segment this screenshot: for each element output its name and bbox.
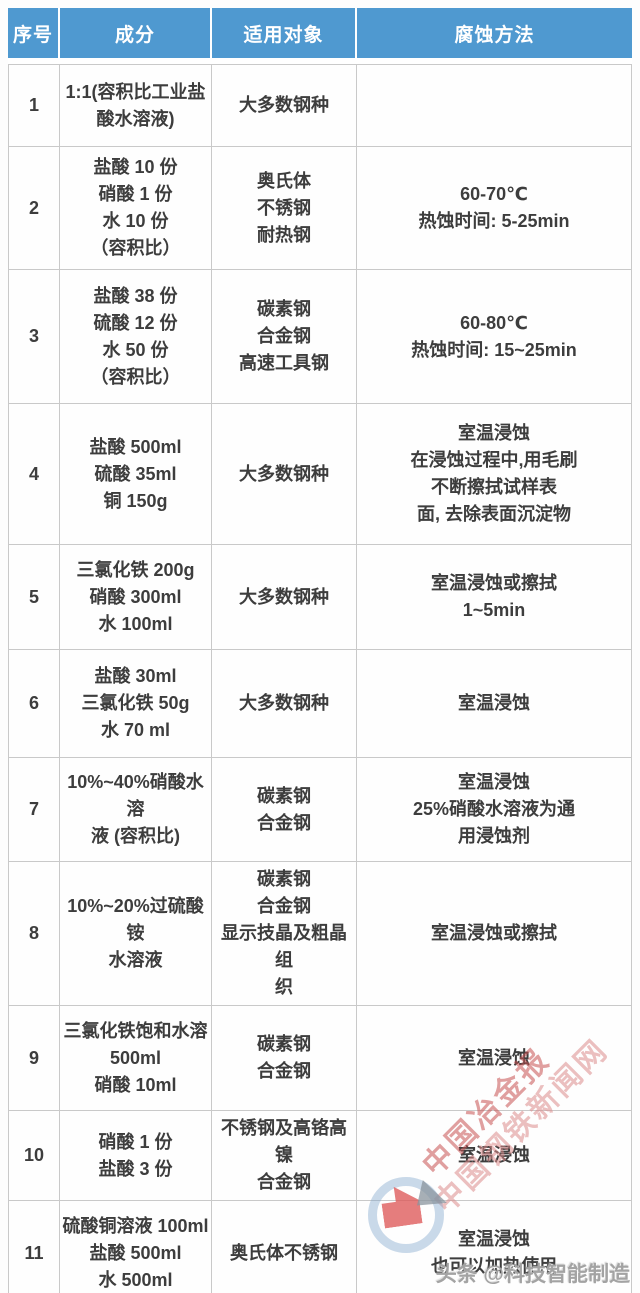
cell-target: 碳素钢 合金钢 显示技晶及粗晶组 织 (212, 862, 357, 1006)
cell-index: 4 (8, 404, 60, 545)
cell-index: 7 (8, 758, 60, 862)
cell-target: 大多数钢种 (212, 64, 357, 147)
table-row: 2 盐酸 10 份 硝酸 1 份 水 10 份 （容积比） 奥氏体 不锈钢 耐热… (8, 147, 632, 270)
column-header-composition: 成分 (60, 8, 212, 64)
cell-target: 大多数钢种 (212, 545, 357, 650)
cell-composition: 硝酸 1 份 盐酸 3 份 (60, 1111, 212, 1201)
column-header-index: 序号 (8, 8, 60, 64)
cell-index: 1 (8, 64, 60, 147)
cell-index: 11 (8, 1201, 60, 1293)
cell-index: 8 (8, 862, 60, 1006)
cell-index: 6 (8, 650, 60, 758)
cell-index: 9 (8, 1006, 60, 1111)
cell-composition: 1:1(容积比工业盐 酸水溶液) (60, 64, 212, 147)
cell-target: 奥氏体 不锈钢 耐热钢 (212, 147, 357, 270)
cell-method: 室温浸蚀 也可以加热使用 (357, 1201, 632, 1293)
cell-composition: 10%~20%过硫酸铵 水溶液 (60, 862, 212, 1006)
cell-composition: 三氯化铁 200g 硝酸 300ml 水 100ml (60, 545, 212, 650)
cell-method: 60-80℃ 热蚀时间: 15~25min (357, 270, 632, 404)
column-header-target: 适用对象 (212, 8, 357, 64)
table-row: 6 盐酸 30ml 三氯化铁 50g 水 70 ml 大多数钢种 室温浸蚀 (8, 650, 632, 758)
cell-method: 室温浸蚀 25%硝酸水溶液为通 用浸蚀剂 (357, 758, 632, 862)
cell-composition: 10%~40%硝酸水溶 液 (容积比) (60, 758, 212, 862)
cell-target: 不锈钢及高铬高镍 合金钢 (212, 1111, 357, 1201)
cell-index: 3 (8, 270, 60, 404)
cell-target: 奥氏体不锈钢 (212, 1201, 357, 1293)
cell-method: 室温浸蚀 (357, 1006, 632, 1111)
cell-method: 室温浸蚀 (357, 650, 632, 758)
table-row: 9 三氯化铁饱和水溶 500ml 硝酸 10ml 碳素钢 合金钢 室温浸蚀 (8, 1006, 632, 1111)
cell-composition: 盐酸 30ml 三氯化铁 50g 水 70 ml (60, 650, 212, 758)
cell-target: 碳素钢 合金钢 (212, 758, 357, 862)
table-row: 10 硝酸 1 份 盐酸 3 份 不锈钢及高铬高镍 合金钢 室温浸蚀 (8, 1111, 632, 1201)
cell-index: 2 (8, 147, 60, 270)
header-row: 序号 成分 适用对象 腐蚀方法 (8, 8, 632, 64)
table-row: 3 盐酸 38 份 硫酸 12 份 水 50 份 （容积比） 碳素钢 合金钢 高… (8, 270, 632, 404)
cell-composition: 硫酸铜溶液 100ml 盐酸 500ml 水 500ml (60, 1201, 212, 1293)
cell-index: 10 (8, 1111, 60, 1201)
table-row: 11 硫酸铜溶液 100ml 盐酸 500ml 水 500ml 奥氏体不锈钢 室… (8, 1201, 632, 1293)
cell-composition: 盐酸 500ml 硫酸 35ml 铜 150g (60, 404, 212, 545)
cell-method (357, 64, 632, 147)
table-header: 序号 成分 适用对象 腐蚀方法 (8, 8, 632, 64)
table-row: 8 10%~20%过硫酸铵 水溶液 碳素钢 合金钢 显示技晶及粗晶组 织 室温浸… (8, 862, 632, 1006)
cell-target: 大多数钢种 (212, 650, 357, 758)
cell-target: 大多数钢种 (212, 404, 357, 545)
cell-composition: 盐酸 10 份 硝酸 1 份 水 10 份 （容积比） (60, 147, 212, 270)
table-row: 7 10%~40%硝酸水溶 液 (容积比) 碳素钢 合金钢 室温浸蚀 25%硝酸… (8, 758, 632, 862)
cell-method: 室温浸蚀 (357, 1111, 632, 1201)
cell-method: 60-70℃ 热蚀时间: 5-25min (357, 147, 632, 270)
cell-index: 5 (8, 545, 60, 650)
cell-method: 室温浸蚀 在浸蚀过程中,用毛刷 不断擦拭试样表 面, 去除表面沉淀物 (357, 404, 632, 545)
cell-target: 碳素钢 合金钢 (212, 1006, 357, 1111)
cell-target: 碳素钢 合金钢 高速工具钢 (212, 270, 357, 404)
cell-composition: 盐酸 38 份 硫酸 12 份 水 50 份 （容积比） (60, 270, 212, 404)
cell-method: 室温浸蚀或擦拭 (357, 862, 632, 1006)
column-header-method: 腐蚀方法 (357, 8, 632, 64)
table-row: 1 1:1(容积比工业盐 酸水溶液) 大多数钢种 (8, 64, 632, 147)
etching-methods-table: 序号 成分 适用对象 腐蚀方法 1 1:1(容积比工业盐 酸水溶液) 大多数钢种… (8, 8, 632, 1293)
cell-method: 室温浸蚀或擦拭 1~5min (357, 545, 632, 650)
cell-composition: 三氯化铁饱和水溶 500ml 硝酸 10ml (60, 1006, 212, 1111)
table-row: 5 三氯化铁 200g 硝酸 300ml 水 100ml 大多数钢种 室温浸蚀或… (8, 545, 632, 650)
table-row: 4 盐酸 500ml 硫酸 35ml 铜 150g 大多数钢种 室温浸蚀 在浸蚀… (8, 404, 632, 545)
